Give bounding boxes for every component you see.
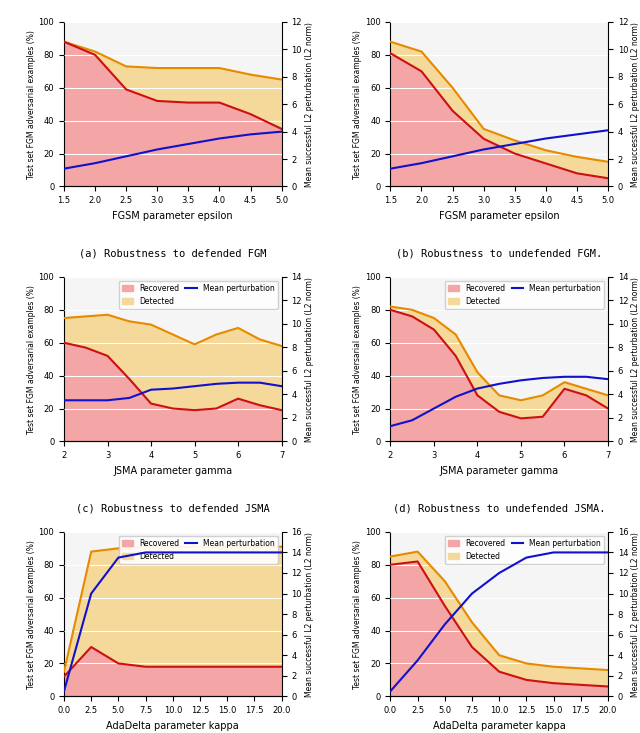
Legend: Recovered, Detected, Mean perturbation: Recovered, Detected, Mean perturbation <box>445 281 604 309</box>
Y-axis label: Test set FGM adversarial examples (%): Test set FGM adversarial examples (%) <box>27 539 36 688</box>
Y-axis label: Mean successful L2 perturbation (L2 norm): Mean successful L2 perturbation (L2 norm… <box>305 531 314 696</box>
X-axis label: AdaDelta parameter kappa: AdaDelta parameter kappa <box>433 721 566 731</box>
X-axis label: FGSM parameter epsilon: FGSM parameter epsilon <box>113 211 233 221</box>
Y-axis label: Mean successful L2 perturbation (L2 norm): Mean successful L2 perturbation (L2 norm… <box>631 22 640 187</box>
X-axis label: JSMA parameter gamma: JSMA parameter gamma <box>440 465 559 476</box>
Y-axis label: Mean successful L2 perturbation (L2 norm): Mean successful L2 perturbation (L2 norm… <box>305 22 314 187</box>
X-axis label: FGSM parameter epsilon: FGSM parameter epsilon <box>439 211 559 221</box>
Y-axis label: Test set FGM adversarial examples (%): Test set FGM adversarial examples (%) <box>27 30 36 179</box>
Text: (b) Robustness to undefended FGM.: (b) Robustness to undefended FGM. <box>396 249 602 259</box>
X-axis label: JSMA parameter gamma: JSMA parameter gamma <box>113 465 232 476</box>
X-axis label: AdaDelta parameter kappa: AdaDelta parameter kappa <box>106 721 239 731</box>
Legend: Recovered, Detected, Mean perturbation: Recovered, Detected, Mean perturbation <box>118 281 278 309</box>
Y-axis label: Mean successful L2 perturbation (L2 norm): Mean successful L2 perturbation (L2 norm… <box>305 277 314 441</box>
Y-axis label: Test set FGM adversarial examples (%): Test set FGM adversarial examples (%) <box>27 284 36 434</box>
Y-axis label: Test set FGM adversarial examples (%): Test set FGM adversarial examples (%) <box>353 30 362 179</box>
Y-axis label: Test set FGM adversarial examples (%): Test set FGM adversarial examples (%) <box>353 284 362 434</box>
Text: (d) Robustness to undefended JSMA.: (d) Robustness to undefended JSMA. <box>393 504 605 514</box>
Legend: Recovered, Detected, Mean perturbation: Recovered, Detected, Mean perturbation <box>445 536 604 564</box>
Y-axis label: Test set FGM adversarial examples (%): Test set FGM adversarial examples (%) <box>353 539 362 688</box>
Text: (c) Robustness to defended JSMA: (c) Robustness to defended JSMA <box>76 504 269 514</box>
Y-axis label: Mean successful L2 perturbation (L2 norm): Mean successful L2 perturbation (L2 norm… <box>631 531 640 696</box>
Legend: Recovered, Detected, Mean perturbation: Recovered, Detected, Mean perturbation <box>118 536 278 564</box>
Text: (a) Robustness to defended FGM: (a) Robustness to defended FGM <box>79 249 266 259</box>
Y-axis label: Mean successful L2 perturbation (L2 norm): Mean successful L2 perturbation (L2 norm… <box>631 277 640 441</box>
